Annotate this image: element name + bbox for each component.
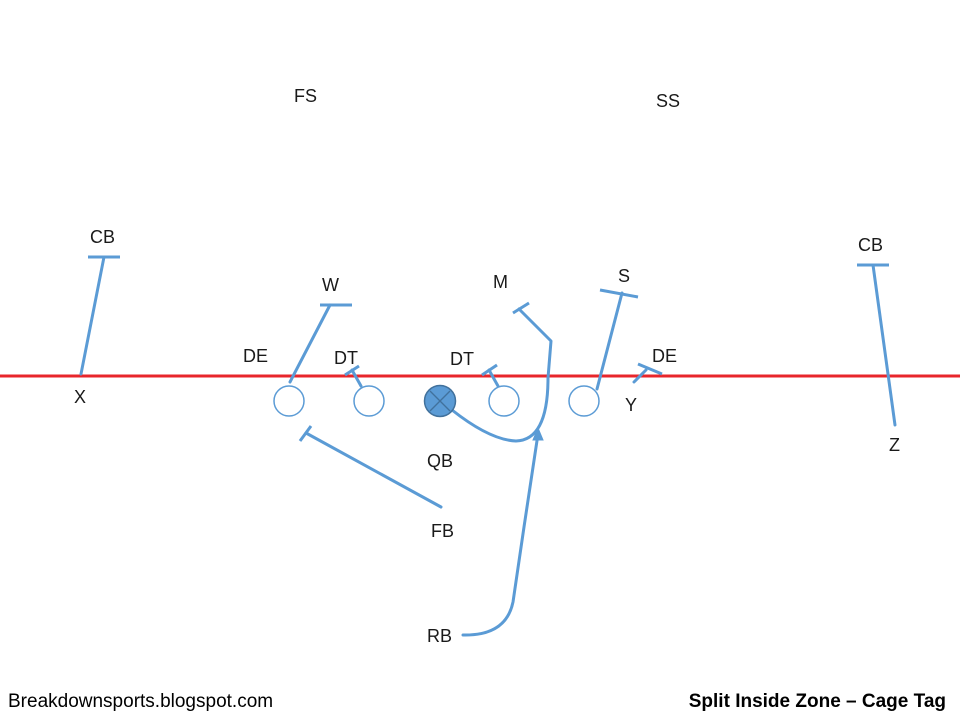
z-block-cb-right: [857, 263, 897, 427]
label-cb-right: CB: [858, 235, 883, 255]
lg-block-dt-left: [344, 364, 363, 388]
center: [423, 384, 457, 418]
fb-route: [298, 425, 443, 509]
qb-route-m: [450, 301, 553, 443]
label-z: Z: [889, 435, 900, 455]
right-tackle: [568, 385, 600, 417]
left-guard: [353, 385, 385, 417]
right-guard: [488, 385, 520, 417]
x-block-cb-left: [79, 255, 120, 376]
play-title: Split Inside Zone – Cage Tag: [689, 691, 946, 712]
y-block-de-right: [632, 362, 663, 384]
label-w: W: [322, 275, 339, 295]
rt-block-s: [595, 288, 639, 391]
label-dt-right: DT: [450, 349, 474, 369]
rb-route: [461, 426, 544, 637]
label-fs: FS: [294, 86, 317, 106]
label-m: M: [493, 272, 508, 292]
label-rb: RB: [427, 626, 452, 646]
label-de-left: DE: [243, 346, 268, 366]
label-de-right: DE: [652, 346, 677, 366]
source-credit: Breakdownsports.blogspot.com: [8, 691, 273, 712]
rg-block-dt-right: [481, 363, 500, 388]
label-qb: QB: [427, 451, 453, 471]
label-x: X: [74, 387, 86, 407]
label-ss: SS: [656, 91, 680, 111]
left-tackle: [273, 385, 305, 417]
lt-block-w: [288, 303, 352, 384]
label-y: Y: [625, 395, 637, 415]
label-cb-left: CB: [90, 227, 115, 247]
label-dt-left: DT: [334, 348, 358, 368]
label-s: S: [618, 266, 630, 286]
label-fb: FB: [431, 521, 454, 541]
